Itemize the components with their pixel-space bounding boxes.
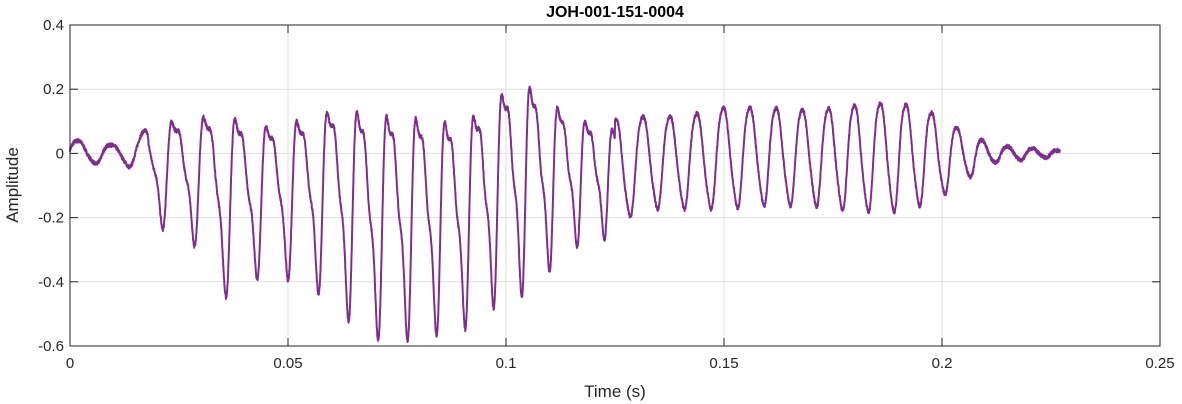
x-tick-label: 0.2: [932, 355, 953, 372]
x-tick-label: 0.1: [496, 355, 517, 372]
waveform: [69, 85, 1061, 344]
x-tick-label: 0.05: [273, 355, 302, 372]
y-tick-label: -0.6: [38, 338, 64, 355]
y-tick-label: 0.4: [43, 17, 64, 34]
axes-box: [69, 24, 1161, 347]
x-tick-label: 0.15: [709, 355, 738, 372]
y-tick-label: -0.2: [38, 210, 64, 227]
series-line: [69, 85, 1061, 344]
chart-title: JOH-001-151-0004: [546, 4, 684, 21]
x-tick-label: 0.25: [1145, 355, 1174, 372]
x-tick-label: 0: [66, 355, 74, 372]
ticks: 0 0.05 0.1 0.15 0.2 0.25 -0.6 -0.4 -0.2 0 0.2 0.4: [38, 17, 1174, 372]
y-tick-label: -0.4: [38, 274, 64, 291]
y-tick-label: 0.2: [43, 81, 64, 98]
plot-area: [70, 25, 1160, 346]
y-axis-label: Amplitude: [3, 147, 22, 223]
x-axis-label: Time (s): [584, 382, 646, 401]
y-tick-label: 0: [56, 145, 64, 162]
